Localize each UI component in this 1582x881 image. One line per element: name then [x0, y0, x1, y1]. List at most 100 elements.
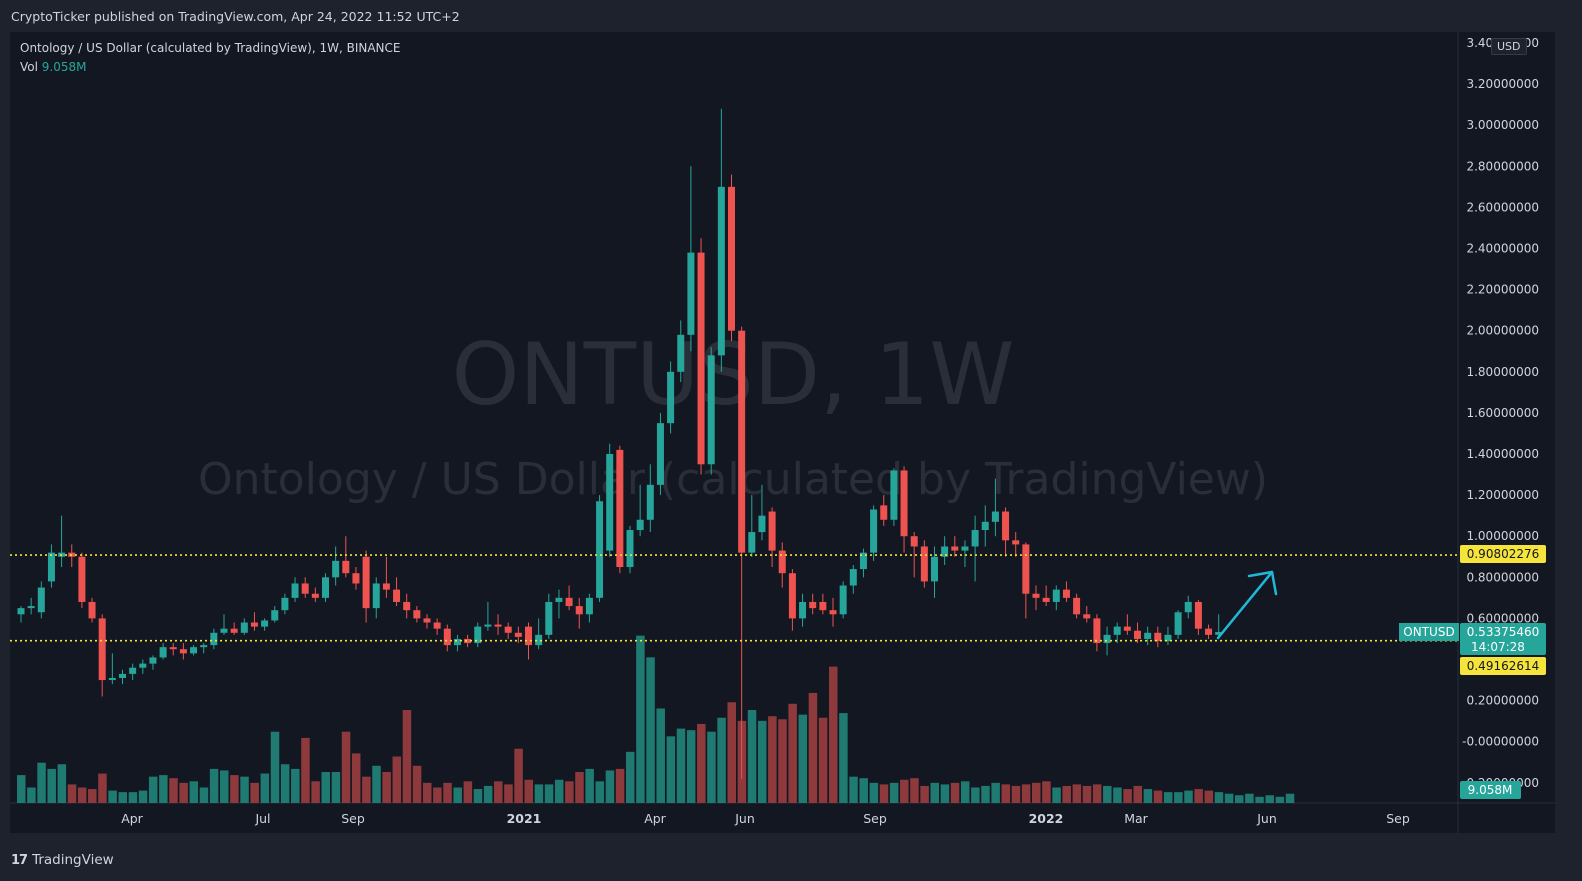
candle — [37, 581, 45, 619]
candle — [494, 614, 502, 635]
candle-body — [129, 667, 137, 674]
candle-body — [728, 186, 735, 331]
price-scale[interactable]: 3.400000003.200000003.000000002.80000000… — [1462, 36, 1539, 790]
volume-bar — [311, 781, 320, 803]
candle — [17, 606, 25, 623]
candle — [504, 622, 512, 639]
tradingview-brand-label: TradingView — [32, 852, 114, 868]
candle-body — [443, 628, 451, 646]
candle — [606, 443, 614, 557]
volume-bar — [463, 781, 473, 803]
candle — [545, 593, 553, 639]
candle-body — [616, 449, 624, 568]
countdown-text: 14:07:28 — [1471, 640, 1525, 654]
time-tick-label: Apr — [121, 811, 143, 826]
candle-body — [119, 673, 126, 678]
chart-background — [10, 32, 1555, 833]
volume-bar — [179, 782, 188, 803]
volume-bar — [940, 784, 950, 803]
volume-bar — [189, 781, 199, 803]
volume-bar — [1082, 785, 1092, 803]
volume-bar — [372, 765, 381, 803]
volume-bar — [351, 753, 361, 803]
volume-bar — [524, 779, 533, 803]
candle — [768, 507, 776, 568]
candle-body — [788, 573, 796, 619]
candle — [322, 573, 329, 602]
volume-bar — [717, 717, 726, 803]
candle — [1154, 626, 1162, 648]
candle-body — [1205, 628, 1213, 635]
candle-body — [47, 552, 55, 582]
candle — [78, 552, 86, 609]
candle-body — [332, 560, 340, 578]
volume-bar — [1072, 784, 1082, 803]
volume-bar — [209, 768, 219, 803]
candle-body — [1215, 632, 1223, 635]
candle — [1052, 585, 1060, 611]
candle — [433, 618, 441, 635]
candle — [474, 622, 482, 648]
chart-legend[interactable]: Ontology / US Dollar (calculated by Trad… — [20, 39, 400, 77]
candle-body — [423, 618, 431, 623]
volume-bar — [585, 768, 594, 803]
price-tick-label: 2.40000000 — [1466, 242, 1539, 256]
candle — [159, 643, 167, 660]
volume-bar — [829, 666, 838, 803]
volume-bar — [148, 776, 158, 803]
volume-bar — [778, 719, 787, 803]
volume-bar — [747, 710, 757, 803]
tradingview-brand[interactable]: 17 TradingView — [11, 852, 114, 868]
horizontal-levels[interactable] — [10, 554, 1458, 642]
candle — [342, 536, 350, 578]
arrow-head — [1247, 570, 1278, 596]
candle-body — [514, 632, 522, 637]
volume-bar — [615, 768, 625, 803]
volume-bar — [818, 717, 828, 803]
volume-bar — [900, 779, 909, 803]
candle-body — [951, 546, 959, 551]
volume-bar — [1133, 785, 1142, 803]
currency-badge[interactable]: USD — [1491, 38, 1527, 55]
candle — [738, 326, 746, 779]
volume-bar — [768, 716, 777, 803]
time-tick-label: Sep — [863, 811, 887, 826]
candle-body — [555, 597, 563, 602]
candle-body — [880, 505, 888, 520]
candle-body — [667, 371, 675, 424]
candle — [626, 525, 634, 574]
volume-bar — [666, 736, 676, 803]
volume-price-label: 9.058M — [1460, 781, 1521, 799]
symbol-label-text: ONTUSD — [1403, 625, 1454, 639]
chart-area[interactable]: ONTUSD, 1W Ontology / US Dollar (calcula… — [10, 32, 1555, 833]
candle-body — [849, 569, 857, 586]
volume-bar — [321, 772, 330, 803]
volume-bar — [554, 779, 564, 803]
symbol-label-box — [1399, 623, 1459, 641]
candle-body — [687, 252, 695, 335]
candle-body — [636, 519, 644, 531]
candle — [1113, 622, 1121, 644]
candle-body — [261, 620, 269, 627]
candle — [382, 556, 390, 598]
volume-bar — [1153, 790, 1163, 803]
time-tick-label: Jun — [1256, 811, 1277, 826]
volume-bar — [1184, 790, 1193, 803]
volume-bar — [199, 787, 209, 803]
legend-title: Ontology / US Dollar (calculated by Trad… — [20, 41, 401, 55]
volume-bar — [971, 787, 980, 803]
volume-bar — [27, 787, 36, 803]
volume-bar — [575, 772, 584, 803]
candle-body — [677, 334, 685, 372]
candle-body — [1113, 626, 1121, 635]
time-scale[interactable]: Apr Jul Sep 2021 Apr Jun Sep 2022 Mar Jun Sep — [121, 811, 1410, 826]
candle — [220, 614, 228, 635]
candle — [910, 532, 918, 578]
volume-bar — [1021, 784, 1031, 803]
candle — [443, 624, 451, 652]
price-tick-label: 0.80000000 — [1466, 570, 1539, 584]
candle-body — [37, 587, 45, 613]
trend-arrow[interactable] — [1216, 570, 1278, 640]
candle — [951, 536, 959, 557]
candle — [464, 634, 472, 648]
